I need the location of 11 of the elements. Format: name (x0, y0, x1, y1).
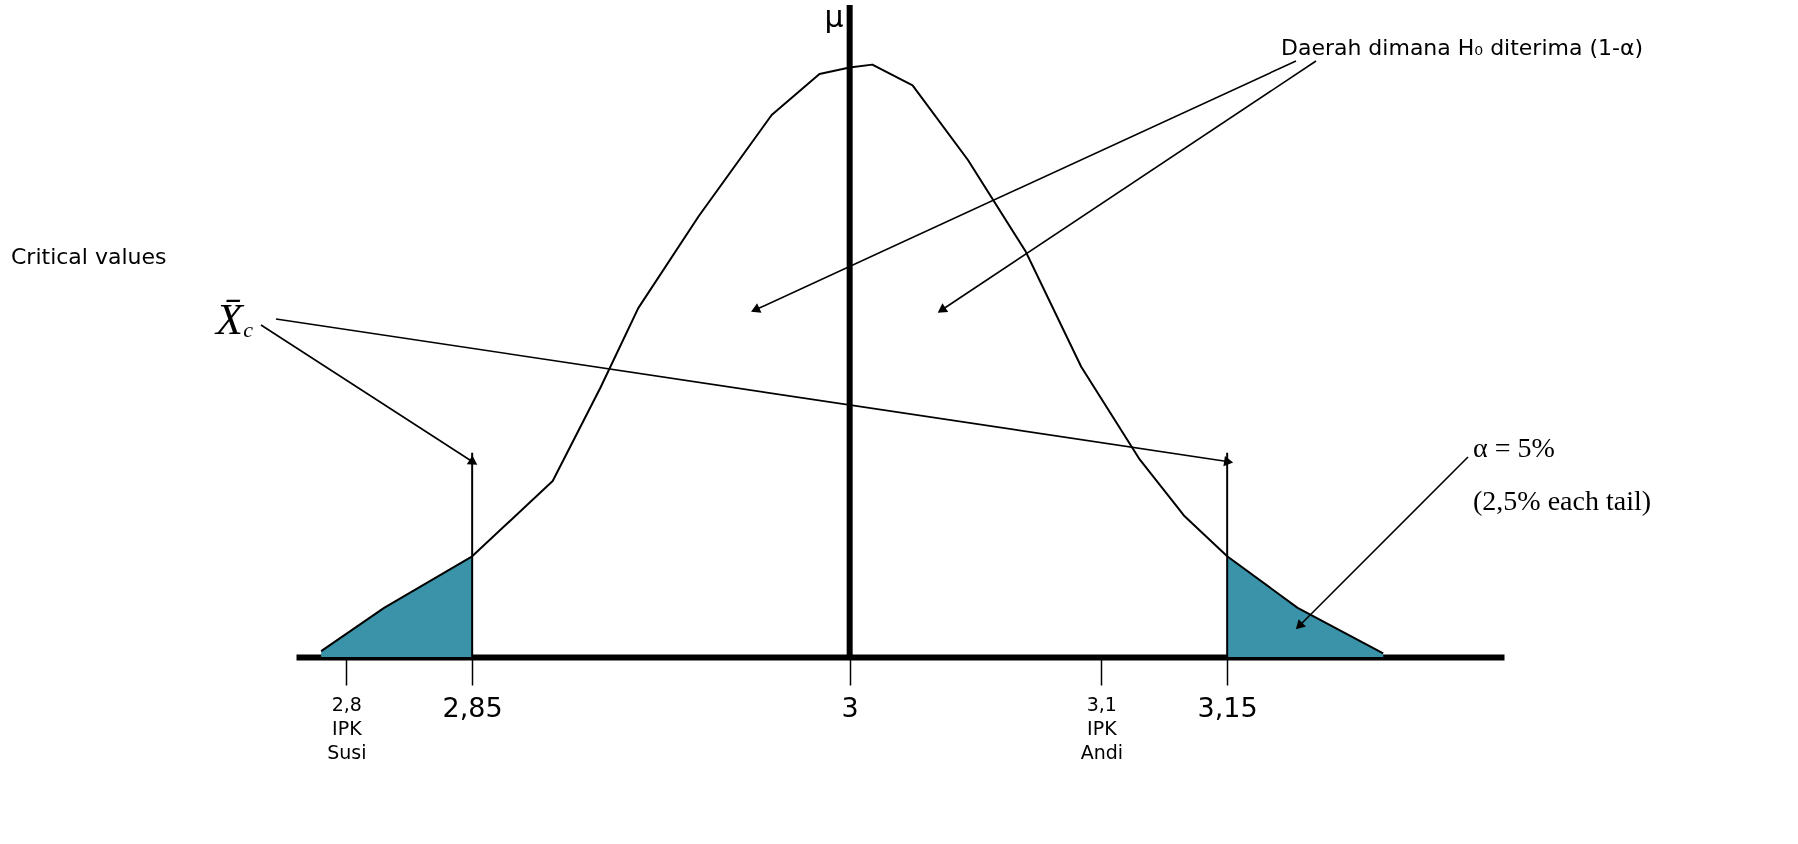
x-tick-label: 3,1 IPK Andi (1080, 692, 1124, 763)
text: Critical values (11, 244, 167, 269)
annotation: (2,5% each tail) (1473, 485, 1652, 516)
x-tick-label: 2,8 IPK Susi (327, 692, 367, 763)
x-tick-label: 2,85 (442, 691, 503, 723)
x-tick-label: 3,15 (1197, 691, 1258, 723)
annotation: X̄c (214, 295, 254, 344)
x-tick-label: 3 (841, 691, 859, 723)
annotation: Daerah dimana H₀ diterima (1-α) (1280, 35, 1644, 60)
ref-line-label: μ (824, 0, 844, 34)
annotation: α = 5% (1473, 432, 1555, 463)
